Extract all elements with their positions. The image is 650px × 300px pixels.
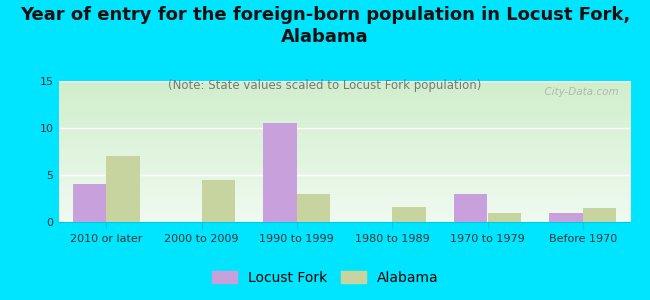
Legend: Locust Fork, Alabama: Locust Fork, Alabama (206, 265, 444, 290)
Bar (297, 194, 330, 222)
Bar (73, 184, 106, 222)
Bar (106, 156, 140, 222)
Bar (583, 208, 616, 222)
Bar (202, 180, 235, 222)
Bar (392, 207, 426, 222)
Bar (549, 213, 583, 222)
Text: (Note: State values scaled to Locust Fork population): (Note: State values scaled to Locust For… (168, 80, 482, 92)
Text: Year of entry for the foreign-born population in Locust Fork,
Alabama: Year of entry for the foreign-born popul… (20, 6, 630, 46)
Text: City-Data.com: City-Data.com (538, 87, 619, 97)
Bar (263, 123, 297, 222)
Bar (454, 194, 488, 222)
Bar (488, 213, 521, 222)
